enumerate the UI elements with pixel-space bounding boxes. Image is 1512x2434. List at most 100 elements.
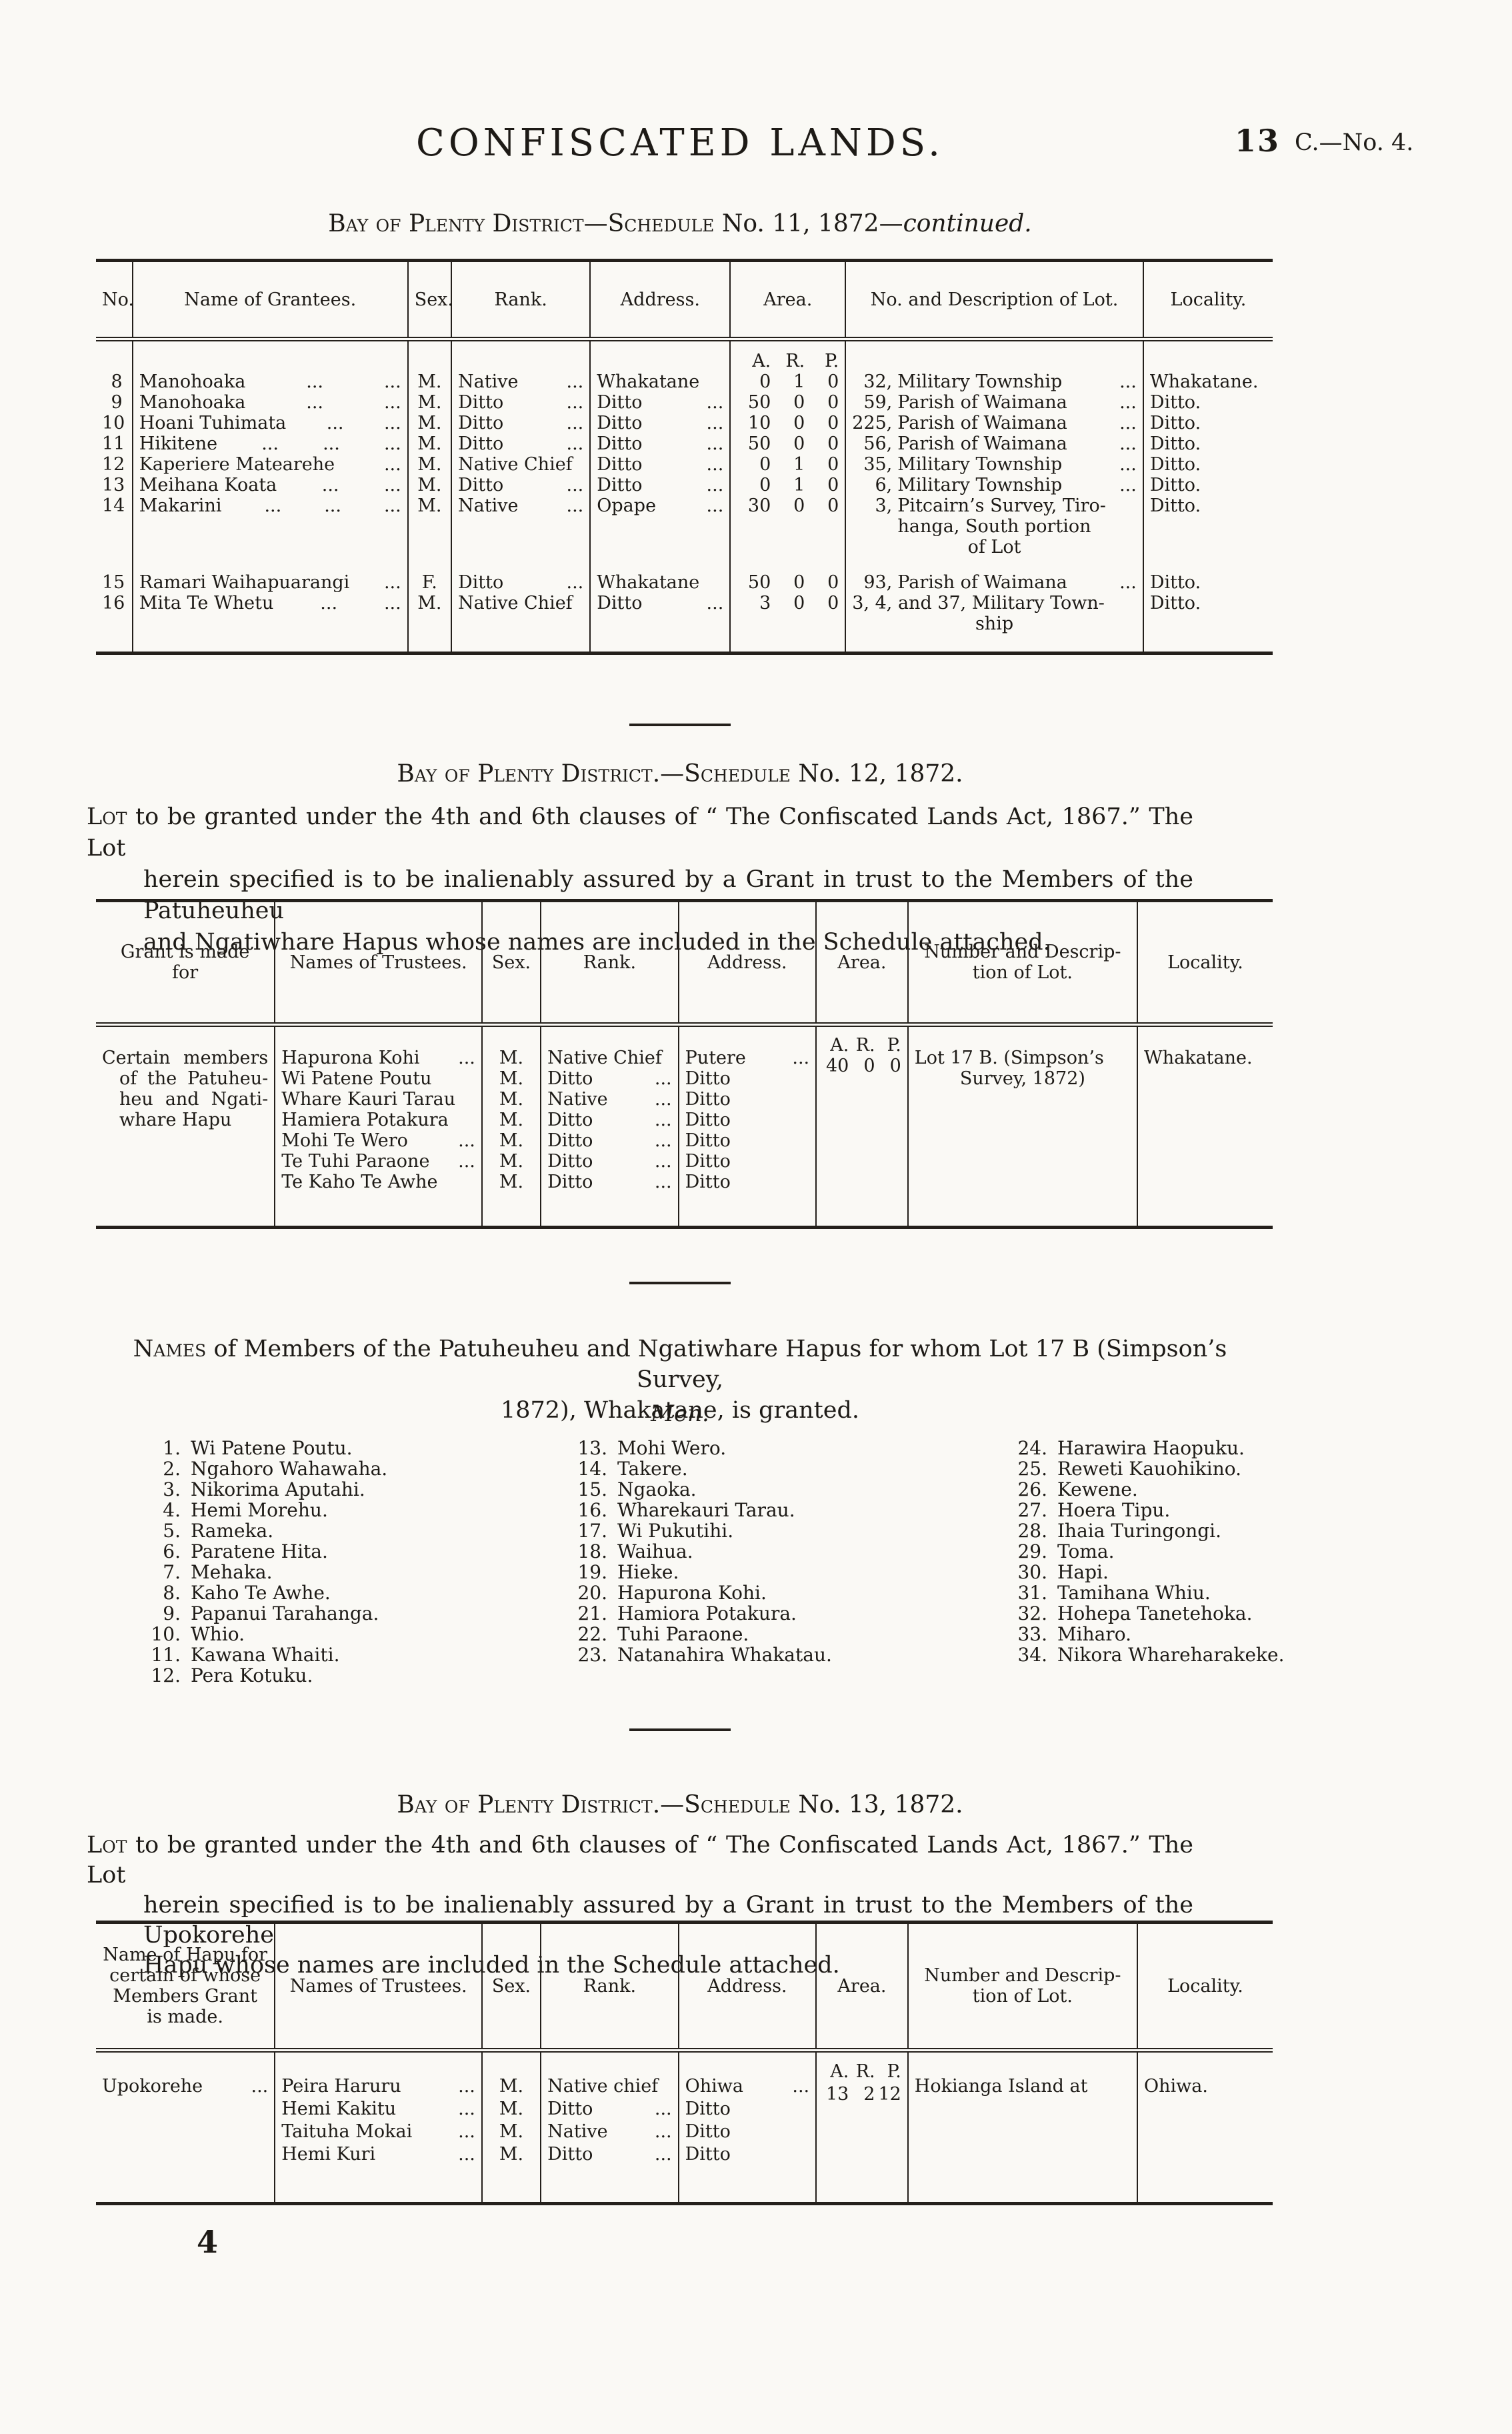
address-value: Whakatane	[597, 371, 723, 392]
member-name: Hoera Tipu.	[1057, 1499, 1171, 1521]
cell-text: Native	[547, 2121, 608, 2142]
grantee-name: Mita Te Whetu......	[139, 593, 401, 614]
column-header: Sex.	[481, 1922, 541, 2053]
member-name: Nikorima Aputahi.	[191, 1478, 365, 1500]
member-name: Takere.	[617, 1458, 688, 1480]
cell-trustees: Peira Haruru... Hemi Kakitu... Taituha Mok…	[274, 2050, 482, 2166]
item-number: 1.	[163, 1437, 181, 1459]
cell-trustees: Hapurona Kohi... Wi Patene Poutu Whare Kau…	[274, 1024, 482, 1192]
dot-leader: ...	[458, 2121, 475, 2142]
header-line: Name of Hapu for	[103, 1945, 268, 1965]
grantee-name: Kaperiere Matearehe...	[139, 454, 401, 475]
dot-leader: ...	[458, 1130, 475, 1151]
column-header: Address.	[589, 260, 731, 341]
address-value: Ditto	[685, 1110, 810, 1130]
table-row: 8 Manohoaka...... M. Native... Whakatane 0 1 0 3…	[96, 371, 1273, 392]
cell-area: A. R. P. 40 0 0	[815, 1024, 908, 1192]
sex-value: M.	[499, 2076, 524, 2097]
table-body: Certain members of the Patuheu-heu and Nga…	[96, 1024, 1273, 1227]
area-value: 13	[826, 2084, 849, 2105]
table-body: Upokorehe... Peira Haruru... Hemi Kakitu..…	[96, 2050, 1273, 2203]
area-value: 50	[747, 572, 771, 593]
table-row: 16 Mita Te Whetu...... M. Native Chief Ditto…	[96, 593, 1273, 634]
cell-text: Ditto	[597, 433, 643, 454]
cell-sex: M.	[407, 371, 451, 392]
column-header: Sex.	[407, 260, 453, 341]
header-line: Sex.	[491, 952, 531, 973]
rank-value: Ditto...	[458, 392, 583, 413]
schedule12-heading-number: No. 12, 1872.	[790, 760, 963, 788]
table-row: 12 Kaperiere Matearehe... M. Native Chief Di…	[96, 454, 1273, 475]
spacer-cell	[589, 634, 731, 653]
cell-text: Ditto	[458, 413, 504, 433]
member-name: Toma.	[1057, 1540, 1115, 1562]
member-name: Nikora Whareharakeke.	[1057, 1644, 1285, 1666]
cell-sex: M. M. M. M. M. M. M.	[481, 1024, 541, 1192]
address-value: Ditto...	[597, 433, 723, 454]
spacer-cell	[589, 557, 731, 572]
header-row: Grant is made for Names of Trustees. Sex. Ra…	[96, 900, 1273, 1027]
lot-text: Military Township	[897, 475, 1063, 495]
area-values: 3 0 0	[737, 593, 839, 614]
item-number: 5.	[163, 1520, 181, 1542]
trustee-name: Hamiera Potakura	[281, 1110, 475, 1130]
member-name: Kewene.	[1057, 1478, 1138, 1500]
area-values: 0 1 0	[737, 454, 839, 475]
spacer-cell	[274, 2166, 482, 2203]
schedule12-table: Grant is made for Names of Trustees. Sex. Ra…	[96, 899, 1273, 1229]
paragraph-lead: Lot	[87, 804, 127, 830]
member-name: Ihaia Turingongi.	[1057, 1520, 1222, 1542]
item-number: 21.	[577, 1602, 607, 1624]
column-header: Rank.	[540, 1922, 679, 2053]
spacer-cell	[96, 1192, 275, 1227]
schedule12-heading-smallcaps: Bay of Plenty District.—Schedule	[397, 760, 791, 788]
cell-text: Ditto	[685, 1151, 731, 1172]
trustee-name: Whare Kauri Tarau	[281, 1089, 475, 1110]
item-number: 11.	[151, 1644, 181, 1666]
cell-grantee-name: Makarini.........	[131, 495, 408, 557]
cell-text: Whare Kauri Tarau	[281, 1089, 456, 1110]
header-line: Area.	[837, 1975, 887, 1997]
cell-address: Putere... Ditto Ditto Ditto Ditto Ditto Ditto	[677, 1024, 817, 1192]
spacer-cell	[1136, 2166, 1273, 2203]
rank-value: Native...	[547, 1089, 672, 1110]
cell-text: Ditto	[685, 1068, 731, 1089]
list-item: 17. Wi Pukutihi.	[570, 1520, 1010, 1541]
dot-leader: ...	[566, 392, 584, 413]
address-value: Ditto...	[597, 593, 723, 614]
sex-value: M.	[499, 1172, 524, 1192]
dot-leader: ...	[321, 475, 339, 495]
header-row: No. Name of Grantees. Sex. Rank. Address. Are…	[96, 260, 1273, 341]
list-item: 2. Ngahoro Wahawaha.	[143, 1458, 570, 1479]
dot-leader: ...	[654, 2099, 672, 2119]
dot-leader: ...	[566, 495, 584, 516]
lot-number: 93,	[863, 572, 893, 593]
table-head: Grant is made for Names of Trustees. Sex. Ra…	[96, 900, 1273, 1027]
item-number: 19.	[577, 1561, 607, 1583]
area-value: 2	[863, 2084, 875, 2105]
names-heading-lead: Names	[133, 1336, 207, 1362]
cell-sex: M.	[407, 392, 451, 413]
grant-word: members	[183, 1048, 269, 1068]
column-header: Locality.	[1136, 900, 1273, 1027]
cell-text: Hoani Tuhimata	[139, 413, 287, 433]
column-header: Number and Descrip-tion of Lot.	[907, 900, 1137, 1027]
dot-leader: ...	[383, 593, 401, 614]
column-header: Grant is made for	[96, 900, 275, 1027]
cell-lot-description: 6, Military Township...	[845, 475, 1143, 495]
cell-text: Ditto	[547, 1130, 593, 1151]
grantee-name: Hoani Tuhimata......	[139, 413, 401, 433]
member-name: Natanahira Whakatau.	[617, 1644, 832, 1666]
address-value: Ditto...	[597, 392, 723, 413]
item-number: 4.	[163, 1499, 181, 1521]
header-line: Locality.	[1167, 952, 1243, 973]
dot-leader: ...	[566, 413, 584, 433]
cell-text: Ditto	[685, 1110, 731, 1130]
cell-text: Hamiera Potakura	[281, 1110, 449, 1130]
empty-cell	[407, 339, 451, 371]
cell-text: Native Chief	[547, 1048, 662, 1068]
hapu-name: Upokorehe...	[102, 2075, 268, 2098]
member-name: Wi Patene Poutu.	[191, 1437, 353, 1459]
cell-area: 0 1 0	[729, 371, 846, 392]
